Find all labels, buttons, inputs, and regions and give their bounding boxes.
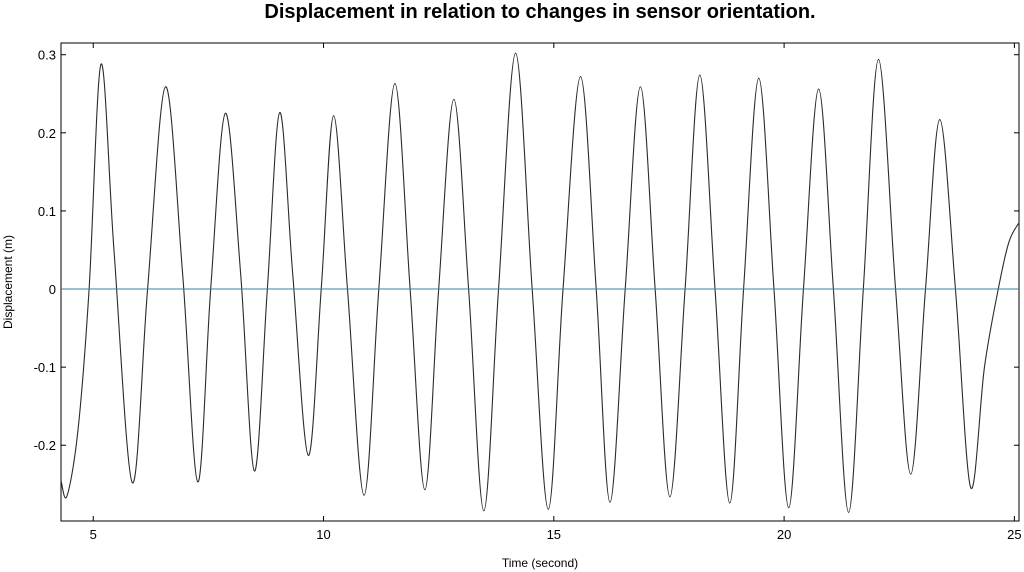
x-tick-label: 10 xyxy=(316,527,330,542)
x-tick-label: 5 xyxy=(90,527,97,542)
x-tick-label: 25 xyxy=(1007,527,1021,542)
y-axis-ticks: 0.3 0.2 0.1 0 -0.1 -0.2 xyxy=(34,48,1019,453)
y-tick-label: 0.1 xyxy=(38,204,56,219)
series-layer xyxy=(60,52,1020,513)
y-tick-label: -0.1 xyxy=(34,360,56,375)
y-axis-label: Displacement (m) xyxy=(1,235,15,329)
y-tick-label: 0.3 xyxy=(38,48,56,63)
x-tick-label: 15 xyxy=(547,527,561,542)
series-line-displacement xyxy=(60,52,1020,513)
y-tick-label: 0.2 xyxy=(38,126,56,141)
x-tick-label: 20 xyxy=(777,527,791,542)
x-axis-ticks: 5 10 15 20 25 xyxy=(90,43,1022,542)
x-axis-label: Time (second) xyxy=(502,556,578,570)
chart-title: Displacement in relation to changes in s… xyxy=(264,1,816,23)
y-tick-label: 0 xyxy=(49,282,56,297)
plot-frame xyxy=(60,42,1020,522)
y-tick-label: -0.2 xyxy=(34,438,56,453)
